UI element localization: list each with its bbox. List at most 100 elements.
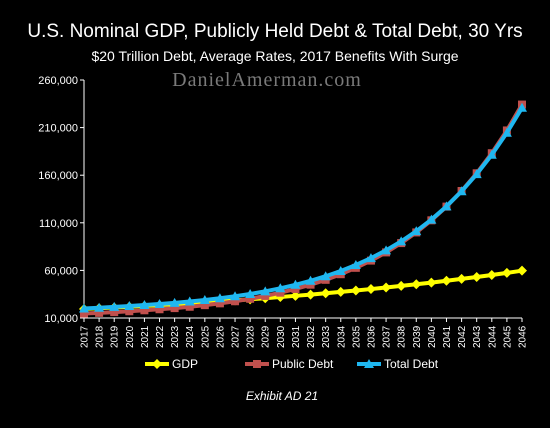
x-tick-label: 2021 bbox=[140, 325, 151, 348]
data-point-total-debt bbox=[214, 293, 225, 303]
data-point-gdp bbox=[350, 285, 361, 296]
x-tick-label: 2027 bbox=[231, 325, 242, 348]
data-point-total-debt bbox=[471, 169, 482, 179]
data-point-gdp bbox=[365, 284, 376, 295]
data-point-gdp bbox=[426, 277, 437, 288]
x-tick-label: 2022 bbox=[155, 325, 166, 348]
x-tick-label: 2028 bbox=[246, 325, 257, 348]
data-point-gdp bbox=[396, 280, 407, 291]
data-point-total-debt bbox=[365, 253, 376, 263]
legend-label-public-debt: Public Debt bbox=[272, 357, 334, 371]
data-point-total-debt bbox=[124, 301, 135, 311]
y-tick-label: 10,000 bbox=[44, 313, 78, 325]
x-tick-label: 2042 bbox=[457, 325, 468, 348]
data-point-public-debt bbox=[231, 297, 240, 306]
data-point-gdp bbox=[471, 271, 482, 282]
y-tick-label: 110,000 bbox=[39, 218, 78, 230]
legend-label-total-debt: Total Debt bbox=[384, 357, 439, 371]
x-tick-label: 2041 bbox=[442, 325, 453, 348]
x-tick-label: 2025 bbox=[200, 325, 211, 348]
data-point-total-debt bbox=[320, 271, 331, 281]
y-tick-label: 160,000 bbox=[38, 170, 78, 182]
data-point-public-debt bbox=[170, 304, 179, 313]
data-point-public-debt bbox=[80, 309, 88, 318]
data-point-public-debt bbox=[110, 308, 119, 317]
data-point-public-debt bbox=[276, 288, 285, 297]
x-tick-label: 2030 bbox=[276, 325, 287, 348]
legend-marker-gdp bbox=[152, 359, 162, 369]
data-point-gdp bbox=[517, 265, 527, 276]
x-tick-label: 2040 bbox=[427, 325, 438, 348]
data-point-total-debt bbox=[184, 296, 195, 306]
data-point-total-debt bbox=[109, 301, 120, 311]
data-point-public-debt bbox=[215, 299, 224, 308]
y-tick-label: 210,000 bbox=[38, 123, 78, 135]
x-tick-label: 2039 bbox=[412, 325, 423, 348]
data-point-gdp bbox=[501, 267, 512, 278]
data-point-total-debt bbox=[154, 299, 165, 309]
data-point-total-debt bbox=[456, 186, 467, 196]
data-point-total-debt bbox=[260, 286, 271, 296]
plot-area: 10,000 60,000 110,000 160,000 210,000 260,000… bbox=[38, 75, 528, 348]
x-tick-label: 2044 bbox=[487, 325, 498, 348]
data-point-public-debt bbox=[246, 294, 255, 303]
x-tick-label: 2035 bbox=[351, 325, 362, 348]
y-tick-label: 60,000 bbox=[44, 265, 78, 277]
y-tick-label: 260,000 bbox=[38, 75, 78, 87]
x-tick-label: 2020 bbox=[125, 325, 136, 348]
data-point-total-debt bbox=[486, 149, 497, 159]
data-point-public-debt bbox=[140, 306, 149, 315]
data-point-public-debt bbox=[185, 302, 194, 311]
data-point-gdp bbox=[411, 279, 422, 290]
exhibit-label: Exhibit AD 21 bbox=[246, 389, 318, 403]
data-point-total-debt bbox=[139, 300, 150, 310]
data-point-total-debt bbox=[396, 236, 407, 246]
data-point-public-debt bbox=[291, 284, 300, 293]
data-point-total-debt bbox=[305, 275, 316, 285]
data-point-total-debt bbox=[335, 265, 346, 275]
data-point-total-debt bbox=[275, 283, 286, 293]
data-point-total-debt bbox=[350, 259, 361, 269]
x-tick-label: 2033 bbox=[321, 325, 332, 348]
chart-subtitle: $20 Trillion Debt, Average Rates, 2017 B… bbox=[91, 48, 458, 64]
legend-marker-public-debt bbox=[253, 360, 261, 368]
watermark: DanielAmerman.com bbox=[172, 69, 362, 91]
chart-title: U.S. Nominal GDP, Publicly Held Debt & T… bbox=[27, 21, 522, 42]
data-point-total-debt bbox=[79, 303, 89, 313]
data-point-total-debt bbox=[245, 289, 256, 299]
data-point-gdp bbox=[456, 273, 467, 284]
legend-marker-total-debt bbox=[364, 359, 374, 368]
data-point-public-debt bbox=[200, 301, 209, 310]
data-point-total-debt bbox=[517, 102, 527, 112]
x-tick-label: 2023 bbox=[170, 325, 181, 348]
data-point-total-debt bbox=[381, 245, 392, 255]
x-tick-label: 2043 bbox=[472, 325, 483, 348]
data-point-total-debt bbox=[426, 214, 437, 224]
x-tick-label: 2018 bbox=[95, 325, 106, 348]
data-point-gdp bbox=[486, 269, 497, 280]
data-point-total-debt bbox=[230, 291, 241, 301]
data-point-total-debt bbox=[290, 279, 301, 289]
x-tick-label: 2034 bbox=[336, 325, 347, 348]
data-point-total-debt bbox=[501, 127, 512, 137]
data-point-total-debt bbox=[199, 295, 210, 305]
data-point-gdp bbox=[290, 290, 301, 301]
x-tick-label: 2031 bbox=[291, 325, 302, 348]
data-point-total-debt bbox=[411, 226, 422, 236]
data-point-gdp bbox=[335, 286, 346, 297]
x-tick-label: 2026 bbox=[215, 325, 226, 348]
data-point-public-debt bbox=[95, 308, 104, 317]
data-point-public-debt bbox=[261, 291, 270, 300]
data-point-gdp bbox=[305, 289, 316, 300]
data-point-total-debt bbox=[441, 201, 452, 211]
data-point-total-debt bbox=[94, 302, 105, 312]
legend: GDP Public Debt Total Debt bbox=[145, 357, 439, 371]
x-tick-label: 2046 bbox=[518, 325, 529, 348]
data-point-public-debt bbox=[125, 307, 134, 316]
x-tick-label: 2024 bbox=[185, 325, 196, 348]
x-tick-label: 2045 bbox=[502, 325, 513, 348]
x-tick-label: 2029 bbox=[261, 325, 272, 348]
x-tick-label: 2032 bbox=[306, 325, 317, 348]
legend-label-gdp: GDP bbox=[172, 357, 198, 371]
